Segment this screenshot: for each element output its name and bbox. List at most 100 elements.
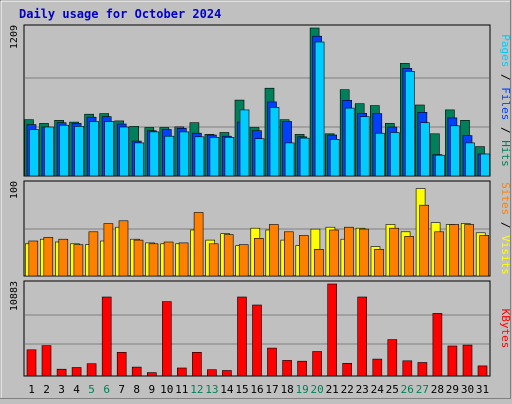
side-label-hits-panel: Pages / Files / Hits xyxy=(499,34,512,167)
bar-kbytes-day-29 xyxy=(447,345,458,377)
bar-sites-day-23 xyxy=(359,228,369,277)
bar-kbytes-day-20 xyxy=(312,351,322,377)
y-max-label: 100 xyxy=(9,181,20,199)
bar-sites-day-31 xyxy=(479,235,490,277)
x-label-day-18: 18 xyxy=(280,383,293,396)
bar-pages-day-23 xyxy=(359,116,370,177)
bar-kbytes-day-11 xyxy=(177,367,187,377)
side-label-part-2: Files xyxy=(499,87,512,120)
bar-sites-day-4 xyxy=(73,244,84,277)
bar-pages-day-10 xyxy=(164,135,175,177)
side-label-part-2: Visits xyxy=(499,235,512,275)
bar-kbytes-day-8 xyxy=(131,366,142,377)
bar-kbytes-day-13 xyxy=(207,369,217,377)
bar-sites-day-19 xyxy=(298,235,309,277)
bar-sites-day-1 xyxy=(28,240,39,277)
x-label-day-5: 5 xyxy=(88,383,95,396)
bar-kbytes-day-21 xyxy=(327,283,338,377)
bar-kbytes-day-4 xyxy=(71,367,82,377)
bar-pages-day-5 xyxy=(89,121,99,177)
side-label-visits-panel: Sites / Visits xyxy=(499,182,512,275)
bar-pages-day-24 xyxy=(374,132,385,177)
bar-sites-day-29 xyxy=(449,224,460,277)
bar-kbytes-day-17 xyxy=(267,347,277,377)
bar-pages-day-17 xyxy=(269,107,280,177)
bar-sites-day-14 xyxy=(223,234,234,277)
bar-kbytes-day-27 xyxy=(417,362,428,377)
bar-pages-day-28 xyxy=(435,154,445,177)
bar-pages-day-13 xyxy=(209,137,220,177)
bar-kbytes-day-19 xyxy=(297,360,307,377)
bar-kbytes-day-30 xyxy=(462,344,473,377)
x-label-day-16: 16 xyxy=(250,383,263,396)
x-label-day-10: 10 xyxy=(160,383,173,396)
x-label-day-22: 22 xyxy=(341,383,354,396)
x-label-day-29: 29 xyxy=(446,383,459,396)
bar-pages-day-12 xyxy=(194,136,205,177)
bar-pages-day-27 xyxy=(420,122,430,177)
x-label-day-23: 23 xyxy=(356,383,369,396)
bar-kbytes-day-2 xyxy=(41,345,52,377)
bar-pages-day-26 xyxy=(404,71,415,177)
bar-pages-day-20 xyxy=(314,41,325,177)
x-axis-labels: 1 2 3 4 5 6 7 8 9 10 11 12 13 14 15 16 17 18 19 20 21 22 23 24 2… xyxy=(28,383,489,396)
kbytes-panel: 10883 KBytes xyxy=(9,280,512,377)
bar-sites-day-17 xyxy=(268,224,279,277)
chart-title: Daily usage for October 2024 xyxy=(19,7,221,21)
bar-sites-day-15 xyxy=(238,244,249,277)
bar-kbytes-day-14 xyxy=(222,370,232,377)
bar-pages-day-7 xyxy=(119,126,129,177)
bar-pages-day-2 xyxy=(44,126,54,177)
bar-sites-day-16 xyxy=(254,238,264,277)
bar-sites-day-28 xyxy=(434,231,444,277)
bar-sites-day-24 xyxy=(374,249,384,277)
bar-pages-day-29 xyxy=(450,125,460,177)
x-label-day-24: 24 xyxy=(371,383,385,396)
x-label-day-25: 25 xyxy=(386,383,399,396)
x-label-day-20: 20 xyxy=(310,383,323,396)
bar-kbytes-day-7 xyxy=(116,351,127,377)
bar-sites-day-27 xyxy=(419,204,429,277)
bar-sites-day-5 xyxy=(88,231,99,277)
side-label-part-1: / xyxy=(499,215,512,235)
bar-sites-day-20 xyxy=(314,249,324,277)
hits-panel: 1209 Pages / Files / Hits xyxy=(9,24,512,177)
bar-pages-day-30 xyxy=(465,142,475,177)
x-label-day-15: 15 xyxy=(235,383,248,396)
bar-kbytes-day-15 xyxy=(237,296,247,377)
x-label-day-13: 13 xyxy=(205,383,218,396)
x-label-day-8: 8 xyxy=(133,383,140,396)
bar-pages-day-22 xyxy=(344,107,355,177)
bar-sites-day-21 xyxy=(329,229,339,277)
x-label-day-19: 19 xyxy=(295,383,308,396)
panels: 1209 Pages / Files / Hits 100 Sites / Visit… xyxy=(9,24,512,377)
side-label-part-0: KBytes xyxy=(499,309,512,349)
x-label-day-9: 9 xyxy=(148,383,155,396)
bar-sites-day-7 xyxy=(118,220,129,277)
bar-sites-day-6 xyxy=(103,223,114,277)
x-label-day-14: 14 xyxy=(220,383,234,396)
x-label-day-1: 1 xyxy=(28,383,35,396)
bar-sites-day-26 xyxy=(404,236,414,277)
x-label-day-12: 12 xyxy=(190,383,203,396)
y-max-label: 1209 xyxy=(9,25,20,49)
bar-pages-day-8 xyxy=(134,142,144,177)
x-label-day-27: 27 xyxy=(416,383,429,396)
bar-sites-day-9 xyxy=(148,243,159,277)
side-label-part-0: Pages xyxy=(499,34,512,67)
bar-kbytes-day-5 xyxy=(86,363,97,377)
bar-pages-day-1 xyxy=(29,129,39,177)
x-label-day-31: 31 xyxy=(476,383,489,396)
bar-kbytes-day-25 xyxy=(387,339,398,377)
bar-pages-day-4 xyxy=(74,126,84,177)
bar-sites-day-3 xyxy=(58,238,69,277)
bar-kbytes-day-31 xyxy=(477,365,488,377)
bar-pages-day-9 xyxy=(149,131,160,177)
bar-pages-day-25 xyxy=(389,132,400,177)
bar-kbytes-day-9 xyxy=(147,372,157,377)
bar-pages-day-6 xyxy=(104,121,114,177)
bar-sites-day-12 xyxy=(193,212,204,277)
side-label-part-3: / xyxy=(499,120,512,140)
